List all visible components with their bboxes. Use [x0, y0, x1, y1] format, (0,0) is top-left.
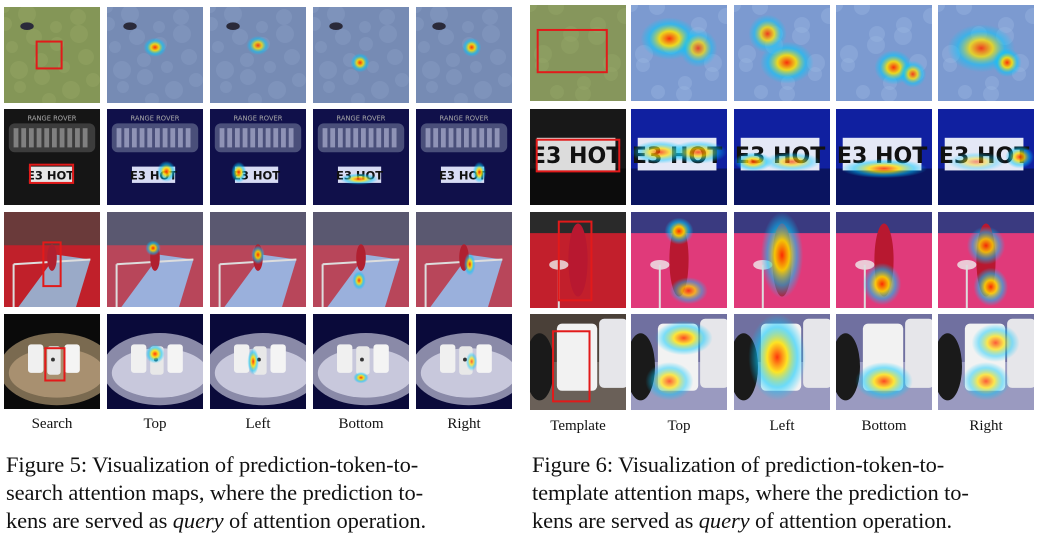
figure-5-gymnast-top-image	[107, 212, 203, 307]
figure-5-cups-search-image	[4, 314, 100, 409]
figure-6-cups-template-image	[530, 314, 626, 410]
figure-5-license-plate-search-image: E3 HOT RANGE ROVER	[4, 109, 100, 205]
figure-6-license-plate-bottom-image: E3 HOT	[836, 109, 932, 205]
figure-6-cat-top-image	[631, 5, 727, 101]
figure-6-caption: Figure 6: Visualization of prediction-to…	[532, 451, 1042, 535]
figure-6-license-plate-template-image: E3 HOT	[530, 109, 626, 205]
figure-6-cups-top-image	[631, 314, 727, 410]
figure-5-column-label-left: Left	[245, 416, 271, 432]
figure-5-caption-query: query	[172, 508, 224, 533]
svg-text:RANGE ROVER: RANGE ROVER	[337, 115, 386, 123]
figure-6-cat-bottom-image	[836, 5, 932, 101]
figure-6-cups-right-image	[938, 314, 1034, 410]
svg-text:RANGE ROVER: RANGE ROVER	[131, 115, 180, 123]
figure-5-column-label-bottom: Bottom	[338, 416, 384, 432]
svg-text:RANGE ROVER: RANGE ROVER	[28, 115, 77, 123]
figure-6-column-label-template: Template	[550, 418, 606, 434]
figure-5-gymnast-search-image	[4, 212, 100, 307]
figure-5-license-plate-right-image: E3 HOT RANGE ROVER	[416, 109, 512, 205]
figure-6-license-plate-left-image: E3 HOT	[734, 109, 830, 205]
figure-5-column-label-top: Top	[143, 416, 167, 432]
figure-5-cat-search-image	[4, 7, 100, 103]
figure-6-gymnast-bottom-image	[836, 212, 932, 308]
figure-6-column-label-bottom: Bottom	[861, 418, 907, 434]
figure-6-license-plate-right-image: E3 HOT	[938, 109, 1034, 205]
figure-5-cups-left-image	[210, 314, 306, 409]
figure-5-license-plate-left-image: E3 HOT RANGE ROVER	[210, 109, 306, 205]
figure-5-caption-line-3: kens are served as query of attention op…	[6, 508, 427, 533]
figure-6-caption-line-1: Figure 6: Visualization of prediction-to…	[532, 452, 945, 477]
figure-6-cat-right-image	[938, 5, 1034, 101]
figure-6-license-plate-top-image: E3 HOT	[631, 109, 727, 205]
figure-6-gymnast-template-image	[530, 212, 626, 308]
figure-5-cat-bottom-image	[313, 7, 409, 103]
figure-5-gymnast-bottom-image	[313, 212, 409, 307]
figure-5-caption-line-1: Figure 5: Visualization of prediction-to…	[6, 452, 419, 477]
figure-6-cat-template-image	[530, 5, 626, 101]
figure-5-column-label-right: Right	[447, 416, 481, 432]
figure-5-cups-right-image	[416, 314, 512, 409]
figure-6-caption-line-2: template attention maps, where the predi…	[532, 480, 969, 505]
figure-5-gymnast-right-image	[416, 212, 512, 307]
figure-5-license-plate-top-image: E3 HOT RANGE ROVER	[107, 109, 203, 205]
figure-6-column-label-right: Right	[969, 418, 1003, 434]
svg-text:RANGE ROVER: RANGE ROVER	[234, 115, 283, 123]
figure-6-cat-left-image	[734, 5, 830, 101]
figure-5-cups-bottom-image	[313, 314, 409, 409]
figure-6-caption-line-3: kens are served as query of attention op…	[532, 508, 953, 533]
figure-5-column-label-search: Search	[31, 416, 73, 432]
figure-6-cups-bottom-image	[836, 314, 932, 410]
figure-5-gymnast-left-image	[210, 212, 306, 307]
svg-text:RANGE ROVER: RANGE ROVER	[440, 115, 489, 123]
svg-text:E3 HOT: E3 HOT	[27, 169, 74, 183]
svg-text:E3 HOT: E3 HOT	[531, 144, 621, 169]
figure-6-column-label-left: Left	[769, 418, 795, 434]
figure-5-caption: Figure 5: Visualization of prediction-to…	[6, 451, 516, 535]
figure-5-cat-right-image	[416, 7, 512, 103]
figure-5-cat-left-image	[210, 7, 306, 103]
figure-5-caption-line-2: search attention maps, where the predict…	[6, 480, 424, 505]
figure-6-gymnast-right-image	[938, 212, 1034, 308]
figure-6-gymnast-top-image	[631, 212, 727, 308]
figure-6-caption-query: query	[698, 508, 750, 533]
figure-6-gymnast-left-image	[734, 212, 830, 308]
figure-6-cups-left-image	[734, 314, 830, 410]
figure-5-cat-top-image	[107, 7, 203, 103]
figure-5-cups-top-image	[107, 314, 203, 409]
figure-6-column-label-top: Top	[667, 418, 691, 434]
